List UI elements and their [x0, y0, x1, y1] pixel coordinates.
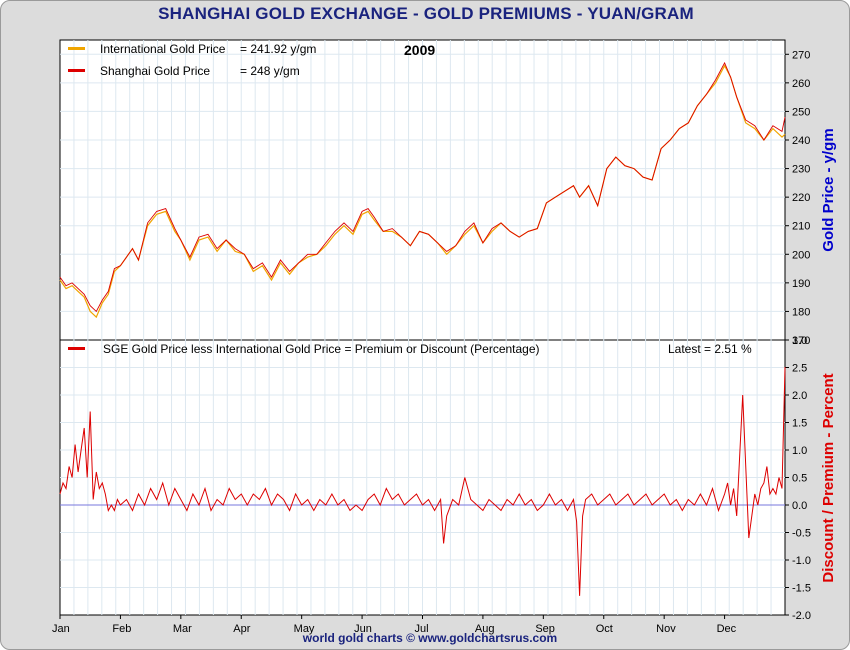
x-tick-label: Jan [52, 623, 70, 635]
x-tick-label: Aug [475, 623, 495, 635]
y-tick-label-bottom: 3.0 [792, 335, 807, 347]
y-tick-label-bottom: 1.0 [792, 445, 807, 457]
series-line-premium [59, 366, 786, 596]
y-tick-label-bottom: -2.0 [792, 610, 811, 622]
legend-value-international: = 241.92 y/gm [240, 42, 316, 56]
x-tick-label: May [294, 623, 315, 635]
year-label: 2009 [404, 42, 435, 58]
y-tick-label-top: 250 [792, 106, 810, 118]
y-tick-label-top: 230 [792, 164, 810, 176]
legend-label-shanghai: Shanghai Gold Price [100, 64, 210, 78]
x-tick-label: Jun [354, 623, 372, 635]
legend-swatch-premium [68, 347, 85, 350]
y-tick-label-bottom: -0.5 [792, 528, 811, 540]
x-tick-label: Jul [415, 623, 429, 635]
y-tick-label-top: 240 [792, 135, 810, 147]
y-axis-title-bottom: Discount / Premium - Percent [820, 373, 837, 582]
x-tick-label: Apr [233, 623, 250, 635]
y-tick-label-top: 170 [792, 335, 810, 347]
y-tick-label-bottom: -1.0 [792, 555, 811, 567]
y-tick-label-bottom: -1.5 [792, 583, 811, 595]
y-tick-label-bottom: 1.5 [792, 418, 807, 430]
y-tick-label-bottom: 0.5 [792, 473, 807, 485]
legend-label-premium: SGE Gold Price less International Gold P… [103, 342, 540, 356]
legend-swatch-international [68, 47, 85, 50]
y-tick-label-top: 210 [792, 221, 810, 233]
y-tick-label-top: 260 [792, 78, 810, 90]
y-tick-label-bottom: 2.0 [792, 390, 807, 402]
y-tick-label-top: 200 [792, 249, 810, 261]
series-line-shanghai [59, 61, 786, 313]
x-tick-label: Dec [717, 623, 737, 635]
y-tick-label-top: 270 [792, 49, 810, 61]
legend-swatch-shanghai [68, 69, 85, 72]
x-tick-label: Mar [173, 623, 192, 635]
footer-credit: world gold charts © www.goldchartsrus.co… [302, 631, 557, 645]
page-title: SHANGHAI GOLD EXCHANGE - GOLD PREMIUMS -… [158, 4, 694, 23]
x-tick-label: Nov [656, 623, 676, 635]
y-tick-label-top: 180 [792, 306, 810, 318]
y-tick-label-bottom: 2.5 [792, 363, 807, 375]
x-tick-label: Oct [596, 623, 613, 635]
x-tick-label: Sep [535, 623, 555, 635]
x-tick-label: Feb [112, 623, 131, 635]
legend-label-international: International Gold Price [100, 42, 226, 56]
y-tick-label-top: 190 [792, 278, 810, 290]
y-tick-label-top: 220 [792, 192, 810, 204]
y-tick-label-bottom: 0.0 [792, 500, 807, 512]
legend-value-shanghai: = 248 y/gm [240, 64, 300, 78]
y-axis-title-top: Gold Price - y/gm [820, 128, 837, 251]
latest-value: Latest = 2.51 % [668, 342, 752, 356]
